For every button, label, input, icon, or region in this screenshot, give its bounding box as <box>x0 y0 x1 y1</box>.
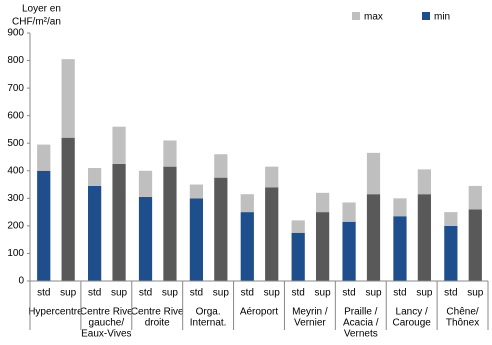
x-tick-label: std <box>393 288 406 299</box>
bar-segment <box>88 168 102 186</box>
y-axis-title: CHF/m²/an <box>12 17 61 28</box>
legend-label: max <box>364 12 383 23</box>
group-label: Eaux-Vives <box>81 329 131 340</box>
y-tick-label: 300 <box>7 193 24 204</box>
group-label: Vernets <box>344 329 378 340</box>
bar-segment <box>214 154 228 178</box>
bar-segment <box>342 202 356 222</box>
group-label: Carouge <box>392 318 431 329</box>
group-label: Centre Rive <box>80 307 133 318</box>
bar-segment <box>88 185 102 281</box>
bar-segment <box>138 170 153 197</box>
group-label: Aéroport <box>240 307 279 318</box>
bar-segment <box>163 166 177 281</box>
bar-segment <box>444 212 458 226</box>
group-label: Centre Rive <box>131 307 184 318</box>
bar-segment <box>112 126 126 164</box>
x-tick-label: std <box>139 288 152 299</box>
bar-segment <box>112 163 126 281</box>
group-label: Orga. <box>196 307 221 318</box>
bar-segment <box>240 194 254 213</box>
group-label: Lancy / <box>396 307 428 318</box>
y-tick-label: 100 <box>7 248 24 259</box>
legend-label: min <box>434 12 450 23</box>
bar-segment <box>189 198 204 281</box>
y-tick-label: 200 <box>7 221 24 232</box>
bar-segment <box>342 221 356 281</box>
x-tick-label: sup <box>264 288 281 299</box>
bar-segment <box>163 140 177 167</box>
x-tick-label: sup <box>162 288 179 299</box>
x-tick-label: sup <box>365 288 382 299</box>
x-tick-label: sup <box>467 288 484 299</box>
legend-swatch <box>352 12 360 20</box>
y-tick-label: 600 <box>7 110 24 121</box>
x-tick-label: std <box>88 288 101 299</box>
bar-segment <box>393 216 407 281</box>
x-tick-label: sup <box>111 288 128 299</box>
bar-segment <box>315 212 330 281</box>
x-tick-label: std <box>37 288 50 299</box>
x-tick-label: sup <box>60 288 77 299</box>
group-label: Internat. <box>190 318 227 329</box>
bar-segment <box>366 194 381 281</box>
y-tick-label: 900 <box>7 28 24 39</box>
x-tick-label: std <box>292 288 305 299</box>
bar-segment <box>61 59 75 138</box>
y-tick-label: 800 <box>7 55 24 66</box>
group-label: Meyrin / <box>292 307 328 318</box>
bar-segment <box>417 194 432 281</box>
group-label: Acacia / <box>343 318 379 329</box>
bar-segment <box>61 137 75 281</box>
bar-segment <box>315 192 330 213</box>
y-tick-label: 500 <box>7 138 24 149</box>
bar-segment <box>468 209 482 281</box>
bar-segment <box>240 212 254 281</box>
bar-segment <box>417 169 432 195</box>
x-tick-label: sup <box>315 288 332 299</box>
group-label: Chêne/ <box>446 307 478 318</box>
bar-segment <box>468 185 482 210</box>
bar-segment <box>189 184 204 199</box>
bar-segment <box>138 196 153 281</box>
legend-swatch <box>422 12 430 20</box>
bar-segment <box>291 232 305 281</box>
bar-segment <box>265 187 279 281</box>
bar-segment <box>37 144 51 171</box>
y-tick-label: 400 <box>7 165 24 176</box>
group-label: gauche/ <box>89 318 125 329</box>
x-tick-label: std <box>342 288 355 299</box>
x-tick-label: sup <box>213 288 230 299</box>
x-tick-label: std <box>190 288 203 299</box>
bar-segment <box>214 177 228 281</box>
group-label: droite <box>145 318 170 329</box>
group-label: Praille / <box>344 307 378 318</box>
bar-segment <box>291 220 305 233</box>
x-tick-label: sup <box>416 288 433 299</box>
group-label: Thônex <box>446 318 479 329</box>
y-tick-label: 0 <box>18 276 24 287</box>
y-axis-title: Loyer en <box>22 4 61 15</box>
x-tick-label: std <box>241 288 254 299</box>
bar-segment <box>37 170 51 281</box>
bar-segment <box>444 225 458 281</box>
x-tick-label: std <box>444 288 457 299</box>
bar-segment <box>265 166 279 188</box>
y-tick-label: 700 <box>7 83 24 94</box>
group-label: Vernier <box>294 318 326 329</box>
bar-segment <box>366 152 381 195</box>
group-label: Hypercentre <box>28 307 83 318</box>
bar-segment <box>393 198 407 217</box>
